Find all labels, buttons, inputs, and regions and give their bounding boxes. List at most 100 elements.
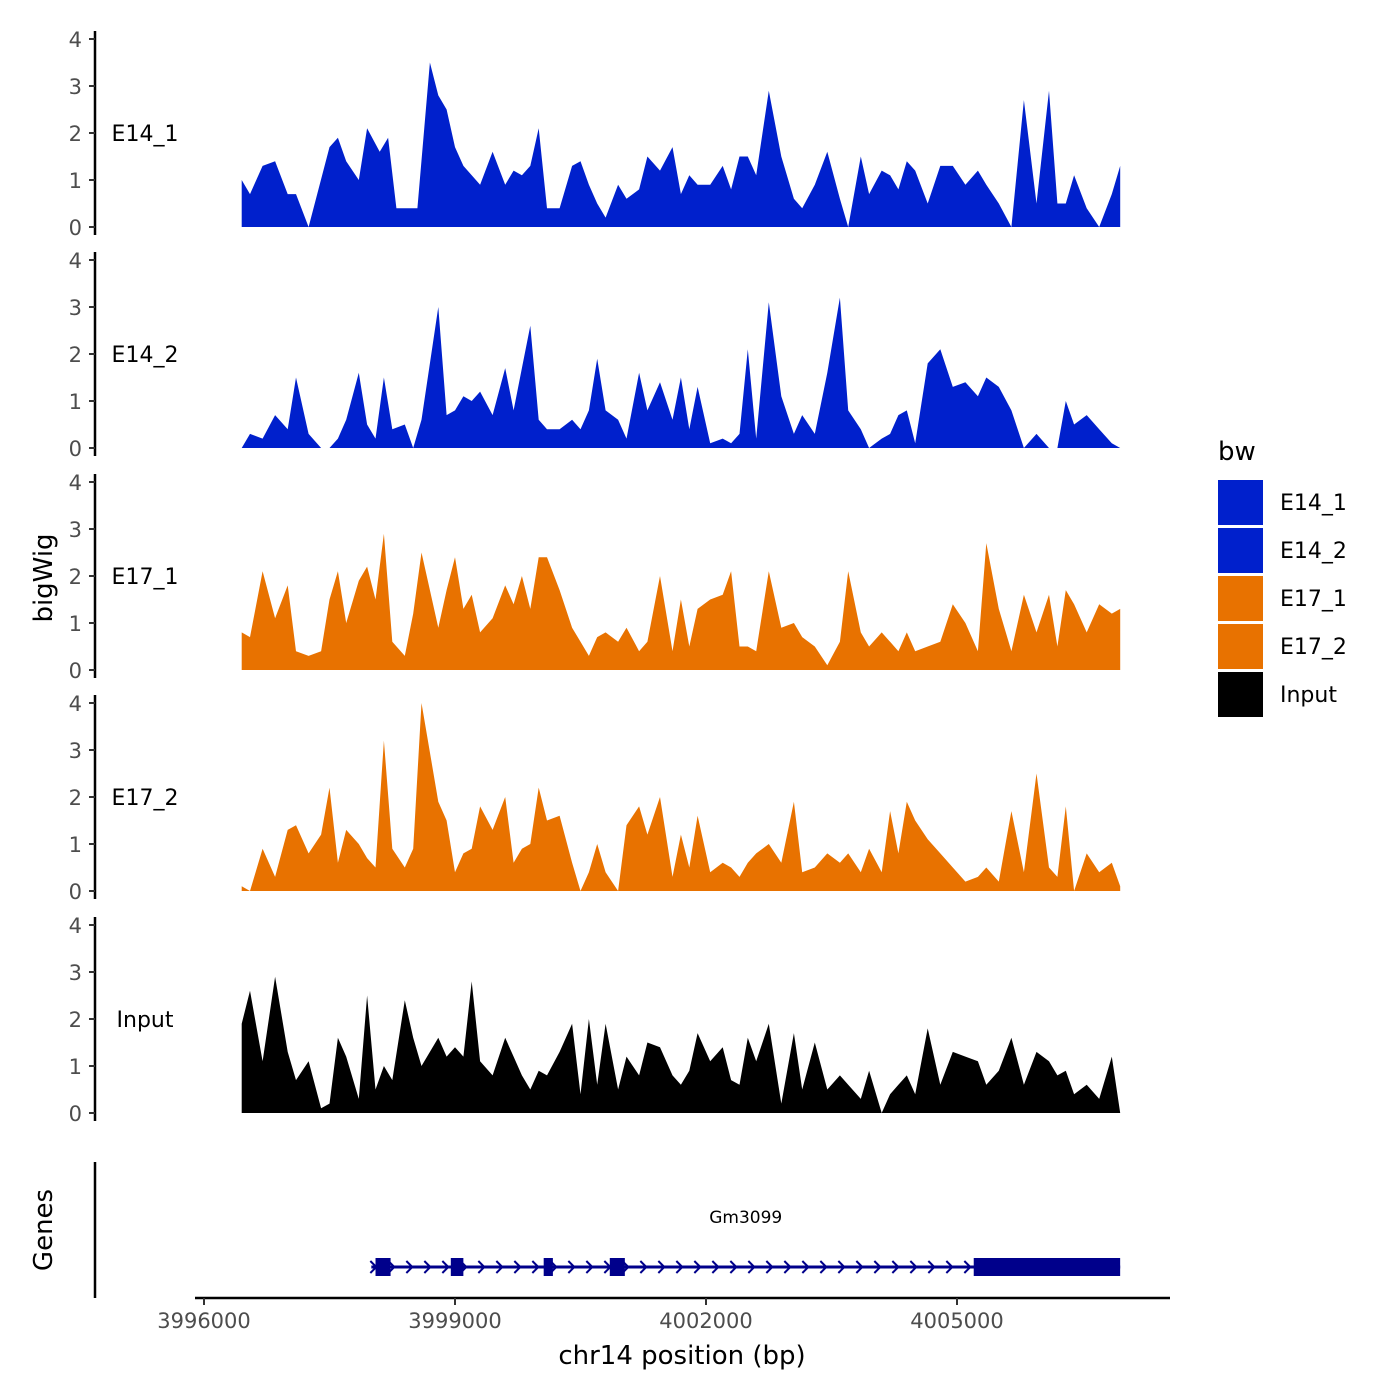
- strand-chevron: [711, 1260, 720, 1274]
- strand-chevron: [855, 1260, 864, 1274]
- strand-chevron: [495, 1260, 504, 1274]
- strand-chevron: [927, 1260, 936, 1274]
- legend: bw E14_1 E14_2 E17_1 E17_2 Input: [1218, 437, 1347, 717]
- strand-chevron: [693, 1260, 702, 1274]
- y-tick-label: 1: [69, 833, 82, 857]
- strand-chevron: [585, 1260, 594, 1274]
- strand-chevron: [945, 1260, 954, 1274]
- strand-chevron: [909, 1260, 918, 1274]
- strand-chevron: [405, 1260, 414, 1274]
- legend-swatch: [1218, 672, 1263, 717]
- legend-item-Input: Input: [1218, 672, 1337, 717]
- y-axis-label: bigWig: [29, 533, 59, 622]
- track-E14_1: 0 1 2 3 4 E14_1: [69, 28, 1121, 240]
- y-tick-label: 2: [69, 1008, 82, 1032]
- strand-chevron: [477, 1260, 486, 1274]
- strand-chevron: [567, 1260, 576, 1274]
- legend-swatch: [1218, 624, 1263, 669]
- legend-label: Input: [1280, 683, 1337, 708]
- strand-chevron: [765, 1260, 774, 1274]
- legend-label: E14_1: [1280, 491, 1347, 516]
- y-tick-label: 0: [69, 437, 82, 461]
- track-E14_2: 0 1 2 3 4 E14_2: [69, 249, 1121, 461]
- signal-area-Input: [241, 976, 1121, 1113]
- strand-chevron: [783, 1260, 792, 1274]
- y-tick-label: 3: [69, 739, 82, 763]
- legend-item-E14_2: E14_2: [1218, 528, 1347, 573]
- x-tick-label: 3996000: [157, 1309, 251, 1333]
- strand-chevron: [657, 1260, 666, 1274]
- gene-exon: [543, 1258, 553, 1276]
- gene-exon: [375, 1258, 391, 1276]
- x-tick-label: 4002000: [659, 1309, 753, 1333]
- y-tick-label: 0: [69, 659, 82, 683]
- y-tick-label: 2: [69, 122, 82, 146]
- track-E17_2: 0 1 2 3 4 E17_2: [69, 692, 1121, 904]
- genes-track: Gm3099: [93, 1162, 1121, 1298]
- y-tick-label: 1: [69, 612, 82, 636]
- y-tick-label: 1: [69, 390, 82, 414]
- strand-chevron: [513, 1260, 522, 1274]
- legend-label: E17_2: [1280, 635, 1347, 660]
- legend-item-E14_1: E14_1: [1218, 480, 1347, 525]
- strand-chevron: [819, 1260, 828, 1274]
- track-label: E14_2: [112, 343, 179, 368]
- strand-chevron: [675, 1260, 684, 1274]
- gene-exon: [609, 1258, 625, 1276]
- y-tick-label: 4: [69, 914, 82, 938]
- x-axis: 3996000 3999000 4002000 4005000: [157, 1296, 1170, 1333]
- genes-label: Genes: [29, 1189, 59, 1271]
- strand-chevron: [639, 1260, 648, 1274]
- track-label: E17_2: [112, 786, 179, 811]
- y-tick-label: 0: [69, 880, 82, 904]
- y-tick-label: 3: [69, 961, 82, 985]
- legend-label: E17_1: [1280, 587, 1347, 612]
- strand-chevron: [801, 1260, 810, 1274]
- x-axis-label: chr14 position (bp): [558, 1341, 805, 1371]
- y-tick-label: 4: [69, 28, 82, 52]
- x-tick-label: 4005000: [910, 1309, 1004, 1333]
- y-tick-label: 2: [69, 565, 82, 589]
- y-tick-label: 2: [69, 343, 82, 367]
- y-tick-label: 4: [69, 249, 82, 273]
- signal-tracks: 0 1 2 3 4 E14_1 0 1 2 3 4 E14_2 0 1 2 3 4 E17_1 0 1 2 3 4 E17_2…: [69, 28, 1121, 1126]
- y-tick-label: 3: [69, 518, 82, 542]
- signal-area-E17_1: [241, 533, 1121, 670]
- strand-chevron: [837, 1260, 846, 1274]
- y-tick-label: 0: [69, 1102, 82, 1126]
- signal-area-E14_1: [241, 62, 1121, 227]
- legend-swatch: [1218, 576, 1263, 621]
- y-tick-label: 1: [69, 1055, 82, 1079]
- strand-chevron: [423, 1260, 432, 1274]
- y-tick-label: 3: [69, 296, 82, 320]
- x-tick-label: 3999000: [408, 1309, 502, 1333]
- track-Input: 0 1 2 3 4 Input: [69, 914, 1121, 1126]
- gene-Gm3099: Gm3099: [369, 1208, 1121, 1276]
- strand-chevron: [441, 1260, 450, 1274]
- strand-chevron: [873, 1260, 882, 1274]
- signal-area-E14_2: [241, 297, 1121, 448]
- track-label: E17_1: [112, 565, 179, 590]
- y-tick-label: 4: [69, 692, 82, 716]
- signal-area-E17_2: [241, 703, 1121, 891]
- legend-items: E14_1 E14_2 E17_1 E17_2 Input: [1218, 480, 1347, 717]
- legend-swatch: [1218, 480, 1263, 525]
- gene-label: Gm3099: [709, 1208, 782, 1228]
- y-tick-label: 2: [69, 786, 82, 810]
- legend-item-E17_2: E17_2: [1218, 624, 1347, 669]
- y-tick-label: 1: [69, 169, 82, 193]
- track-label: Input: [117, 1008, 174, 1033]
- legend-title: bw: [1218, 437, 1256, 467]
- gene-exon: [973, 1258, 1121, 1276]
- strand-chevron: [963, 1260, 972, 1274]
- strand-chevron: [531, 1260, 540, 1274]
- legend-label: E14_2: [1280, 539, 1347, 564]
- track-E17_1: 0 1 2 3 4 E17_1: [69, 471, 1121, 683]
- gene-exon: [450, 1258, 464, 1276]
- strand-chevron: [729, 1260, 738, 1274]
- strand-chevron: [891, 1260, 900, 1274]
- legend-item-E17_1: E17_1: [1218, 576, 1347, 621]
- y-tick-label: 3: [69, 75, 82, 99]
- y-tick-label: 0: [69, 216, 82, 240]
